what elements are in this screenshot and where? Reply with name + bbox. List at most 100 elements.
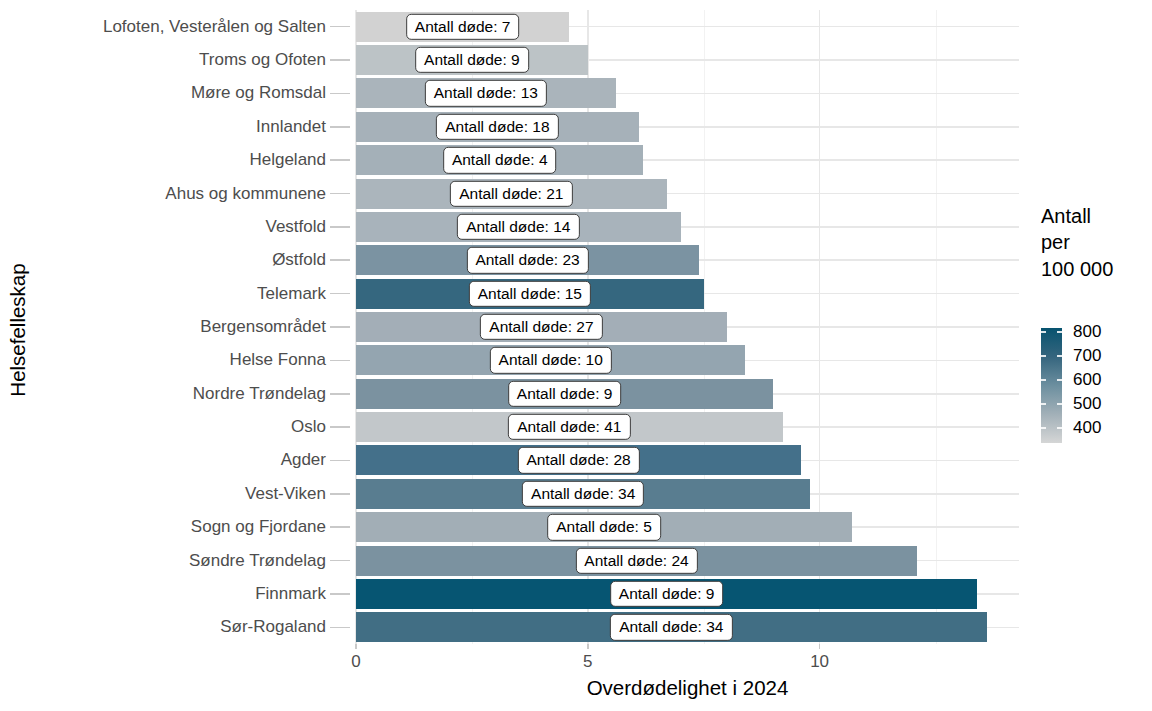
bar-value-label: Antall døde: 21 [450, 180, 572, 206]
category-label: Nordre Trøndelag [193, 384, 326, 404]
bar-value-label: Antall døde: 14 [457, 214, 579, 240]
bar-value-label: Antall døde: 13 [425, 80, 547, 106]
category-label: Sør-Rogaland [220, 617, 326, 637]
x-axis-tick [587, 644, 589, 649]
category-label: Telemark [257, 284, 326, 304]
legend-bar-tick [1041, 331, 1046, 333]
bar-row: Antall døde: 23 [356, 244, 1019, 277]
legend-bar-tick [1041, 355, 1046, 357]
bar-value-label: Antall døde: 41 [508, 414, 630, 440]
legend-tick-label: 600 [1073, 370, 1101, 390]
bar-value-label: Antall døde: 5 [547, 514, 661, 540]
legend-tick-label: 700 [1073, 346, 1101, 366]
x-tick-label: 10 [810, 652, 829, 672]
x-tick-label: 0 [351, 652, 360, 672]
y-axis-tick [330, 159, 350, 161]
legend-colorbar [1041, 328, 1062, 443]
bar-value-label: Antall døde: 34 [610, 614, 732, 640]
bar-value-label: Antall døde: 27 [480, 314, 602, 340]
bar-value-label: Antall døde: 9 [415, 47, 529, 73]
category-label: Vest-Viken [245, 484, 326, 504]
bar-row: Antall døde: 10 [356, 344, 1019, 377]
x-tick-label: 5 [583, 652, 592, 672]
bar-row: Antall døde: 15 [356, 277, 1019, 310]
y-axis-tick [330, 360, 350, 362]
y-axis-tick [330, 126, 350, 128]
y-axis-tick [330, 393, 350, 395]
y-axis-tick [330, 560, 350, 562]
category-label: Møre og Romsdal [191, 83, 326, 103]
bar-value-label: Antall døde: 15 [469, 280, 591, 306]
bar-row: Antall døde: 18 [356, 110, 1019, 143]
bar-value-label: Antall døde: 9 [610, 581, 724, 607]
y-axis-tick [330, 93, 350, 95]
y-axis-tick [330, 326, 350, 328]
category-label: Helse Fonna [230, 350, 326, 370]
x-axis-title: Overdødelighet i 2024 [356, 676, 1019, 700]
bar-row: Antall døde: 4 [356, 143, 1019, 176]
category-label: Østfold [272, 250, 326, 270]
bar-row: Antall døde: 7 [356, 10, 1019, 43]
legend-bar-tick [1057, 403, 1062, 405]
category-label: Ahus og kommunene [165, 184, 326, 204]
y-axis-tick [330, 26, 350, 28]
bar-value-label: Antall døde: 34 [522, 481, 644, 507]
category-label: Søndre Trøndelag [189, 551, 326, 571]
legend-bar-tick [1041, 379, 1046, 381]
legend-bar-tick [1041, 427, 1046, 429]
category-label: Innlandet [256, 117, 326, 137]
y-axis-tick [330, 627, 350, 629]
category-label: Oslo [291, 417, 326, 437]
legend-bar-tick [1041, 403, 1046, 405]
excess-mortality-bar-chart: Helsefelleskap Lofoten, Vesterålen og Sa… [0, 0, 1152, 711]
bar-value-label: Antall døde: 9 [508, 381, 622, 407]
y-axis-tick [330, 293, 350, 295]
bar-row: Antall døde: 27 [356, 310, 1019, 343]
bar-row: Antall døde: 13 [356, 77, 1019, 110]
category-label: Lofoten, Vesterålen og Salten [103, 17, 326, 37]
plot-panel: Antall døde: 7 Antall døde: 9 Antall døde:… [356, 10, 1019, 644]
bar-row: Antall døde: 34 [356, 477, 1019, 510]
legend-bar-tick [1057, 355, 1062, 357]
bar-row: Antall døde: 24 [356, 544, 1019, 577]
bar-row: Antall døde: 28 [356, 444, 1019, 477]
y-axis-labels: Lofoten, Vesterålen og Salten Troms og Of… [0, 10, 356, 644]
y-axis-tick [330, 593, 350, 595]
bar-value-label: Antall døde: 23 [466, 247, 588, 273]
y-axis-tick [330, 426, 350, 428]
y-axis-tick [330, 493, 350, 495]
bar-row: Antall døde: 34 [356, 611, 1019, 644]
bar-row: Antall døde: 14 [356, 210, 1019, 243]
color-legend: Antall per 100 000 800 700 600 500 400 [1035, 203, 1152, 483]
category-label: Vestfold [266, 217, 327, 237]
bar-value-label: Antall døde: 4 [443, 147, 557, 173]
bar-value-label: Antall døde: 10 [490, 347, 612, 373]
bar-row: Antall døde: 9 [356, 43, 1019, 76]
category-label: Helgeland [249, 150, 326, 170]
y-axis-tick [330, 59, 350, 61]
category-label: Sogn og Fjordane [191, 517, 326, 537]
legend-tick-label: 800 [1073, 322, 1101, 342]
legend-tick-label: 400 [1073, 418, 1101, 438]
category-label: Bergensområdet [200, 317, 326, 337]
category-label: Finnmark [255, 584, 326, 604]
x-axis-tick [819, 644, 821, 649]
category-label: Troms og Ofoten [199, 50, 326, 70]
x-axis-tick [355, 644, 357, 649]
bar-row: Antall døde: 9 [356, 577, 1019, 610]
bar-row: Antall døde: 21 [356, 177, 1019, 210]
y-axis-tick [330, 526, 350, 528]
legend-bar-tick [1057, 379, 1062, 381]
y-axis-tick [330, 460, 350, 462]
bar-value-label: Antall døde: 28 [517, 447, 639, 473]
legend-bar-tick [1057, 427, 1062, 429]
legend-tick-label: 500 [1073, 394, 1101, 414]
legend-bar-tick [1057, 331, 1062, 333]
bar-value-label: Antall døde: 24 [575, 547, 697, 573]
bar-row: Antall døde: 41 [356, 410, 1019, 443]
bar-row: Antall døde: 9 [356, 377, 1019, 410]
y-axis-tick [330, 226, 350, 228]
bar-value-label: Antall døde: 7 [406, 13, 520, 39]
legend-title: Antall per 100 000 [1041, 203, 1113, 282]
y-axis-tick [330, 259, 350, 261]
